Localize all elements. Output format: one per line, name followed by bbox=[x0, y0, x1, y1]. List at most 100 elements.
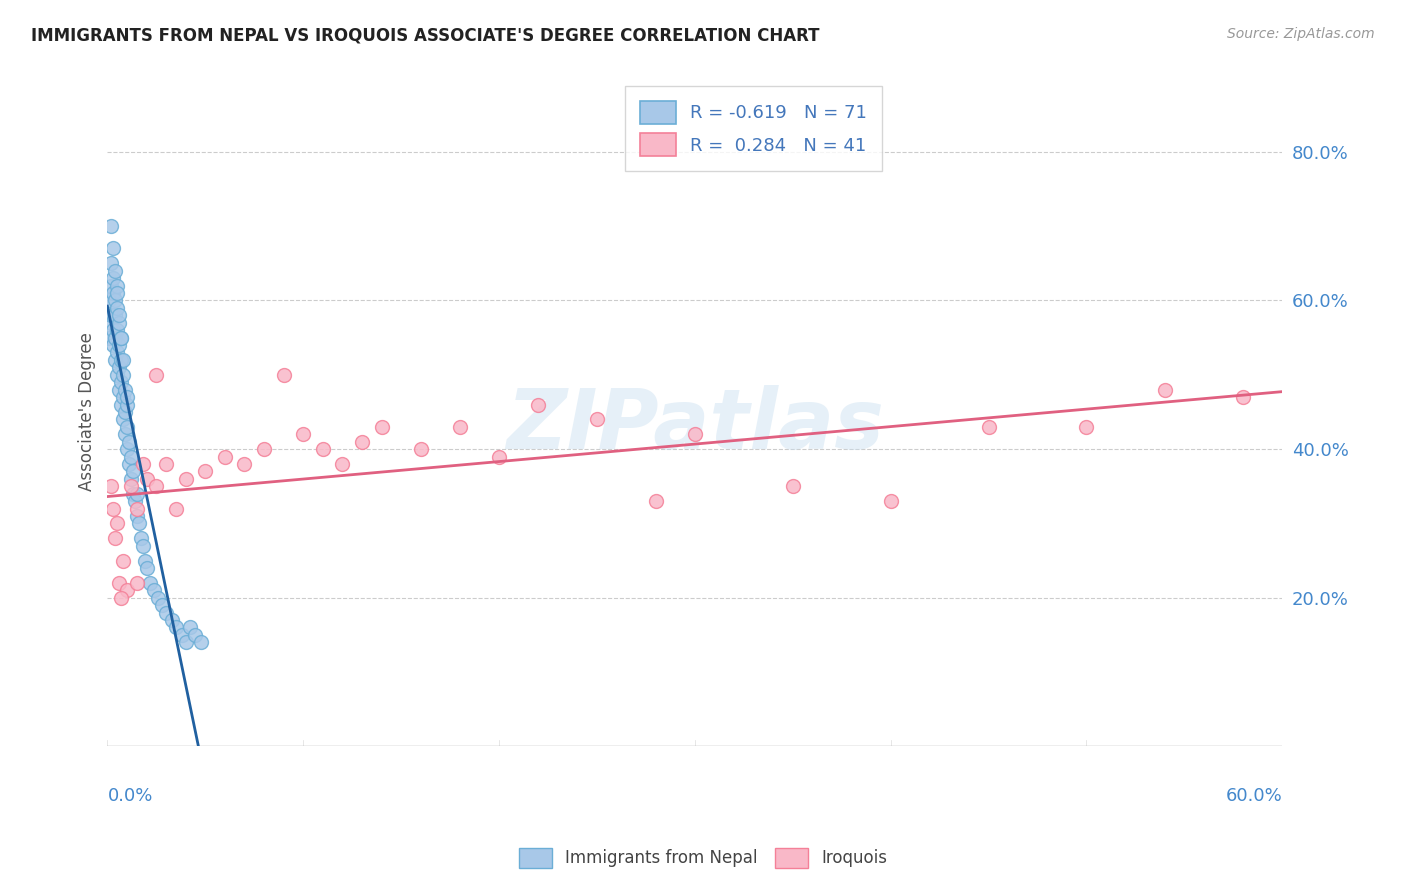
Point bbox=[179, 620, 201, 634]
Point bbox=[103, 323, 125, 337]
Point bbox=[110, 330, 132, 344]
Point bbox=[108, 383, 131, 397]
Point bbox=[165, 501, 187, 516]
Point bbox=[135, 472, 157, 486]
Point bbox=[118, 457, 141, 471]
Point bbox=[103, 501, 125, 516]
Point bbox=[125, 501, 148, 516]
Point bbox=[104, 263, 127, 277]
Point bbox=[145, 479, 167, 493]
Point bbox=[125, 486, 148, 500]
Point bbox=[1232, 390, 1254, 404]
Point bbox=[103, 241, 125, 255]
Point bbox=[184, 628, 207, 642]
Point bbox=[110, 591, 132, 605]
Text: 0.0%: 0.0% bbox=[107, 787, 153, 805]
Point bbox=[879, 494, 901, 508]
Point bbox=[120, 450, 142, 464]
Point bbox=[488, 450, 510, 464]
Point bbox=[214, 450, 236, 464]
Point bbox=[131, 539, 153, 553]
Legend: R = -0.619   N = 71, R =  0.284   N = 41: R = -0.619 N = 71, R = 0.284 N = 41 bbox=[626, 87, 882, 170]
Point bbox=[194, 464, 217, 478]
Point bbox=[105, 301, 128, 315]
Point bbox=[105, 345, 128, 359]
Point bbox=[104, 293, 127, 308]
Point bbox=[100, 316, 122, 330]
Point bbox=[131, 457, 153, 471]
Text: Source: ZipAtlas.com: Source: ZipAtlas.com bbox=[1227, 27, 1375, 41]
Point bbox=[110, 330, 132, 344]
Point bbox=[174, 635, 197, 649]
Point bbox=[273, 368, 295, 382]
Point bbox=[105, 323, 128, 337]
Point bbox=[118, 434, 141, 449]
Point bbox=[292, 427, 315, 442]
Point bbox=[644, 494, 666, 508]
Point bbox=[160, 613, 183, 627]
Point bbox=[135, 561, 157, 575]
Point bbox=[170, 628, 193, 642]
Point bbox=[100, 278, 122, 293]
Text: ZIPatlas: ZIPatlas bbox=[506, 384, 884, 466]
Point bbox=[155, 457, 177, 471]
Point bbox=[129, 531, 152, 545]
Point bbox=[105, 278, 128, 293]
Point bbox=[233, 457, 256, 471]
Point bbox=[105, 285, 128, 300]
Point bbox=[103, 308, 125, 322]
Point bbox=[253, 442, 276, 456]
Point bbox=[312, 442, 335, 456]
Point bbox=[121, 464, 143, 478]
Point bbox=[108, 575, 131, 590]
Point bbox=[115, 419, 138, 434]
Point bbox=[110, 397, 132, 411]
Point bbox=[683, 427, 706, 442]
Point bbox=[112, 412, 135, 426]
Point bbox=[112, 390, 135, 404]
Point bbox=[350, 434, 373, 449]
Point bbox=[145, 368, 167, 382]
Point bbox=[124, 494, 146, 508]
Point bbox=[586, 412, 609, 426]
Point bbox=[100, 256, 122, 270]
Point bbox=[108, 316, 131, 330]
Legend: Immigrants from Nepal, Iroquois: Immigrants from Nepal, Iroquois bbox=[512, 841, 894, 875]
Y-axis label: Associate's Degree: Associate's Degree bbox=[79, 333, 96, 491]
Point bbox=[128, 516, 150, 531]
Point bbox=[114, 427, 136, 442]
Point bbox=[103, 338, 125, 352]
Point bbox=[120, 472, 142, 486]
Point bbox=[104, 531, 127, 545]
Point bbox=[104, 330, 127, 344]
Point bbox=[108, 338, 131, 352]
Point bbox=[100, 479, 122, 493]
Point bbox=[977, 419, 1000, 434]
Point bbox=[782, 479, 804, 493]
Point bbox=[98, 293, 121, 308]
Point bbox=[1153, 383, 1175, 397]
Point bbox=[112, 368, 135, 382]
Point bbox=[110, 352, 132, 367]
Point bbox=[108, 308, 131, 322]
Point bbox=[115, 390, 138, 404]
Point bbox=[108, 360, 131, 375]
Text: 60.0%: 60.0% bbox=[1226, 787, 1282, 805]
Point bbox=[125, 575, 148, 590]
Point bbox=[114, 405, 136, 419]
Point bbox=[150, 598, 173, 612]
Point bbox=[409, 442, 432, 456]
Point bbox=[121, 486, 143, 500]
Point bbox=[115, 583, 138, 598]
Point bbox=[148, 591, 170, 605]
Point bbox=[115, 442, 138, 456]
Point bbox=[139, 575, 162, 590]
Point bbox=[120, 479, 142, 493]
Point bbox=[114, 383, 136, 397]
Point bbox=[105, 516, 128, 531]
Point bbox=[143, 583, 166, 598]
Point bbox=[134, 553, 156, 567]
Point bbox=[100, 219, 122, 233]
Point bbox=[370, 419, 392, 434]
Point bbox=[110, 375, 132, 389]
